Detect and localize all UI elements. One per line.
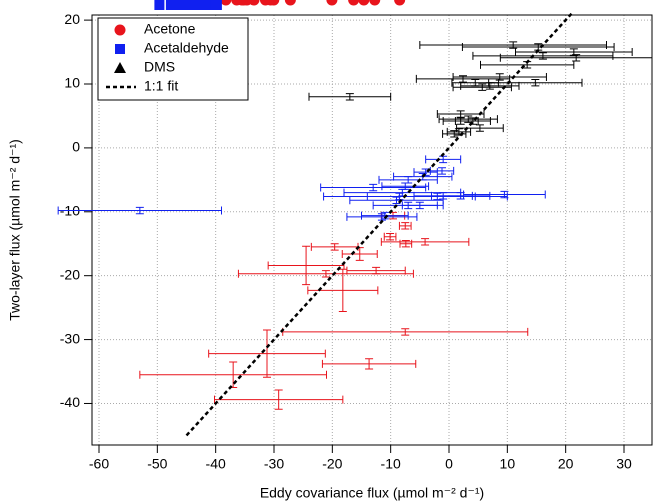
legend-label: DMS xyxy=(144,59,175,75)
legend-symbol xyxy=(115,44,125,54)
undefined xyxy=(189,0,200,10)
x-tick-label: 10 xyxy=(500,456,516,472)
undefined xyxy=(210,0,221,10)
undefined xyxy=(284,0,296,6)
x-tick-label: 30 xyxy=(616,456,632,472)
y-error-bar xyxy=(438,167,446,175)
x-tick-label: -40 xyxy=(206,456,226,472)
y-tick-label: -30 xyxy=(60,330,80,346)
y-error-bar xyxy=(475,124,484,132)
y-error-bar xyxy=(485,82,494,90)
y-error-bar xyxy=(386,233,395,241)
y-error-bar xyxy=(500,190,509,199)
undefined xyxy=(326,0,338,6)
x-axis-label: Eddy covariance flux (µmol m⁻² d⁻¹) xyxy=(260,485,484,501)
legend-label: 1:1 fit xyxy=(144,78,178,94)
y-error-bar xyxy=(330,243,339,251)
x-tick-label: -10 xyxy=(381,456,401,472)
y-error-bar xyxy=(365,358,374,370)
undefined xyxy=(182,0,193,10)
y-error-bar xyxy=(456,117,465,125)
y-error-bar xyxy=(401,328,410,336)
y-error-bar xyxy=(321,270,330,278)
x-tick-label: -30 xyxy=(264,456,284,472)
x-tick-label: -60 xyxy=(89,456,109,472)
x-tick-label: -50 xyxy=(147,456,167,472)
y-error-bar xyxy=(263,329,271,378)
y-error-bar xyxy=(415,201,424,210)
y-error-bar xyxy=(439,155,448,164)
y-error-bar xyxy=(456,110,465,118)
undefined xyxy=(174,0,185,10)
y-error-bar xyxy=(392,196,401,204)
undefined xyxy=(265,0,277,6)
y-error-bar xyxy=(421,238,430,246)
undefined xyxy=(348,0,360,6)
y-error-bar xyxy=(135,206,144,215)
x-tick-label: 0 xyxy=(445,456,453,472)
y-error-bar xyxy=(302,245,311,286)
undefined xyxy=(394,0,406,6)
undefined xyxy=(369,0,381,6)
y-error-bar xyxy=(531,79,540,87)
x-tick-label: -20 xyxy=(322,456,342,472)
y-tick-label: 10 xyxy=(64,75,80,91)
y-error-bar xyxy=(372,266,381,275)
y-tick-label: -40 xyxy=(60,394,80,410)
y-tick-label: 20 xyxy=(64,11,80,27)
y-error-bar xyxy=(338,268,347,312)
y-error-bar xyxy=(369,183,378,192)
y-error-bar xyxy=(401,222,410,230)
legend-symbol xyxy=(114,24,126,36)
undefined xyxy=(358,0,370,6)
y-tick-label: 0 xyxy=(72,139,80,155)
y-error-bar xyxy=(433,192,442,201)
y-error-bar xyxy=(495,73,504,81)
legend-symbol xyxy=(114,62,126,73)
undefined xyxy=(154,0,165,10)
undefined xyxy=(200,0,211,10)
y-tick-label: -20 xyxy=(60,266,80,282)
y-error-bar xyxy=(478,83,487,91)
y-error-bar xyxy=(345,93,354,101)
legend-label: Acetaldehyde xyxy=(144,40,229,56)
plot-frame xyxy=(91,14,653,446)
undefined xyxy=(248,0,260,6)
undefined xyxy=(220,0,232,6)
x-tick-label: 20 xyxy=(558,456,574,472)
y-error-bar xyxy=(274,389,283,410)
undefined xyxy=(205,0,216,10)
legend-label: Acetone xyxy=(144,21,196,37)
y-axis-label: Two-layer flux (µmol m⁻² d⁻¹) xyxy=(7,139,23,321)
